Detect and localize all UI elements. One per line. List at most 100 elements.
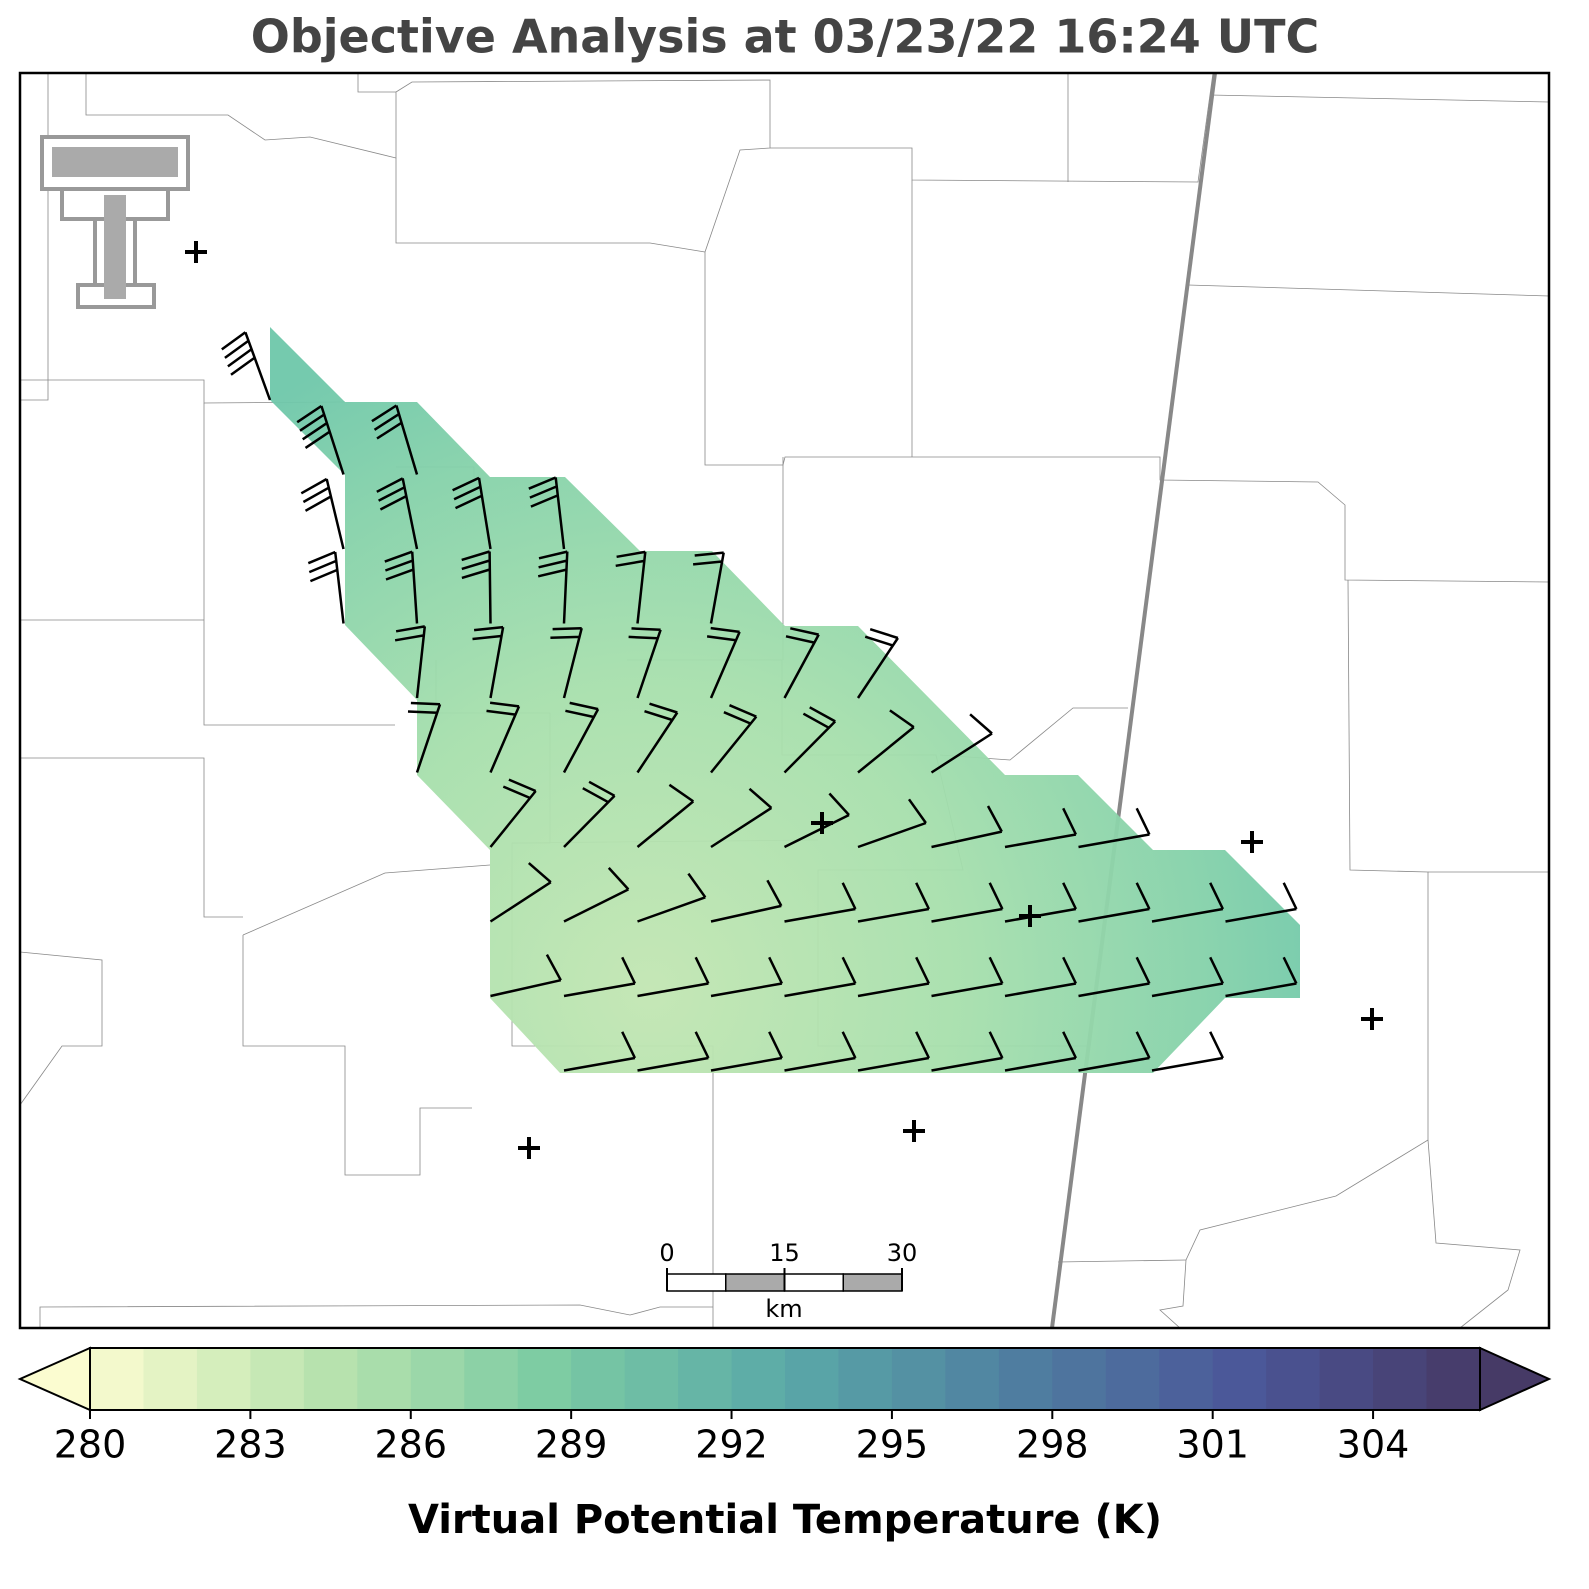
wind-barb [931, 805, 1003, 849]
wind-barb [784, 956, 857, 998]
wind-barb [636, 783, 695, 848]
wind-barb [856, 628, 899, 699]
colorbar-level [196, 1348, 251, 1410]
wind-barb [550, 626, 583, 699]
colorbar-level [464, 1348, 519, 1410]
station-marker [1361, 1008, 1383, 1030]
station-marker [903, 1120, 925, 1142]
wind-barb [489, 862, 552, 923]
colorbar-level [571, 1348, 626, 1410]
wind-barb [563, 956, 637, 998]
wind-barb [562, 701, 600, 774]
wind-barbs [221, 331, 1298, 1072]
map-title: Objective Analysis at 03/23/22 16:24 UTC [251, 10, 1320, 64]
wind-barb [637, 956, 710, 998]
map [20, 73, 1549, 1328]
scale-unit: km [765, 1295, 802, 1323]
wind-barb [407, 701, 442, 773]
colorbar-tick-label: 301 [1176, 1423, 1249, 1467]
wind-barb [710, 1031, 784, 1072]
station-marker [811, 812, 833, 834]
scale-segment [666, 1273, 727, 1292]
wind-barb [615, 550, 647, 624]
wind-barb [1004, 956, 1078, 998]
colorbar-tick-label: 283 [214, 1423, 287, 1467]
colorbar-label: Virtual Potential Temperature (K) [408, 1497, 1162, 1543]
wind-barb [1151, 956, 1225, 998]
colorbar-level [678, 1348, 733, 1410]
colorbar-level [90, 1348, 144, 1410]
wind-barb [857, 882, 931, 923]
station-marker [1241, 831, 1263, 853]
wind-barb [710, 787, 773, 849]
wind-barb [1225, 956, 1298, 998]
wind-barb [637, 872, 707, 923]
wind-barb [1078, 1031, 1151, 1072]
colorbar-tick-label: 289 [535, 1423, 608, 1467]
colorbar-level [517, 1348, 572, 1410]
wind-barb [528, 476, 566, 550]
wind-barb [931, 1031, 1004, 1072]
wind-barb [563, 867, 630, 923]
wind-barb [1151, 1031, 1225, 1072]
colorbar-frame [89, 1347, 1481, 1411]
scale-tick-label: 15 [769, 1239, 800, 1267]
wind-barb [472, 625, 505, 699]
wind-barb [857, 709, 915, 774]
wind-barb [376, 477, 419, 550]
wind-barb [384, 550, 419, 624]
station-marker [518, 1137, 540, 1159]
scale-segment [725, 1273, 786, 1292]
wind-barb [300, 477, 345, 550]
wind-barb [783, 792, 850, 849]
wind-barb [452, 476, 492, 550]
wind-barb [637, 1031, 710, 1072]
highway [1050, 73, 1217, 1328]
wind-barb [221, 331, 272, 401]
wind-barb [636, 702, 679, 774]
colorbar-tick-label: 292 [695, 1423, 768, 1467]
station-marker [185, 241, 207, 263]
colorbar: Virtual Potential Temperature (K) 280 283… [17, 1346, 1552, 1543]
colorbar-extend-max [1479, 1346, 1552, 1412]
wind-barb [710, 956, 784, 998]
colorbar-level [1373, 1348, 1428, 1410]
colorbar-level [998, 1348, 1053, 1410]
wind-barb [1078, 956, 1151, 998]
wind-barb [783, 627, 820, 699]
wind-barb [692, 551, 725, 624]
colorbar-tick-label: 295 [856, 1423, 929, 1467]
wind-barb [307, 550, 345, 624]
wind-barb [784, 1031, 857, 1072]
colorbar-level [357, 1348, 412, 1410]
colorbar-level [891, 1348, 946, 1410]
colorbar-level [1052, 1348, 1107, 1410]
colorbar-level [410, 1348, 465, 1410]
map-frame [18, 71, 1551, 1330]
colorbar-level [1319, 1348, 1374, 1410]
colorbar-level [1266, 1348, 1321, 1410]
colorbar-level [838, 1348, 893, 1410]
wind-barb [486, 701, 521, 773]
wind-barb [931, 882, 1004, 923]
colorbar-level [1159, 1348, 1214, 1410]
wind-barb [628, 627, 662, 699]
wind-barb [1078, 882, 1151, 923]
wind-barb [783, 706, 837, 774]
colorbar-level [624, 1348, 679, 1410]
wind-barb [537, 550, 569, 624]
scale-tick-label: 30 [887, 1239, 918, 1267]
wind-barb [1078, 807, 1151, 849]
scale-segment [783, 1273, 844, 1292]
wind-barb [461, 550, 492, 624]
wind-barb [710, 704, 758, 774]
colorbar-level [785, 1348, 839, 1410]
wind-barb [563, 1031, 637, 1072]
wind-barb [931, 956, 1004, 998]
colorbar-level [250, 1348, 305, 1410]
wind-barb [489, 778, 537, 848]
wind-barb [1225, 882, 1298, 923]
scale-segment [842, 1273, 903, 1292]
wind-barb [394, 625, 427, 699]
